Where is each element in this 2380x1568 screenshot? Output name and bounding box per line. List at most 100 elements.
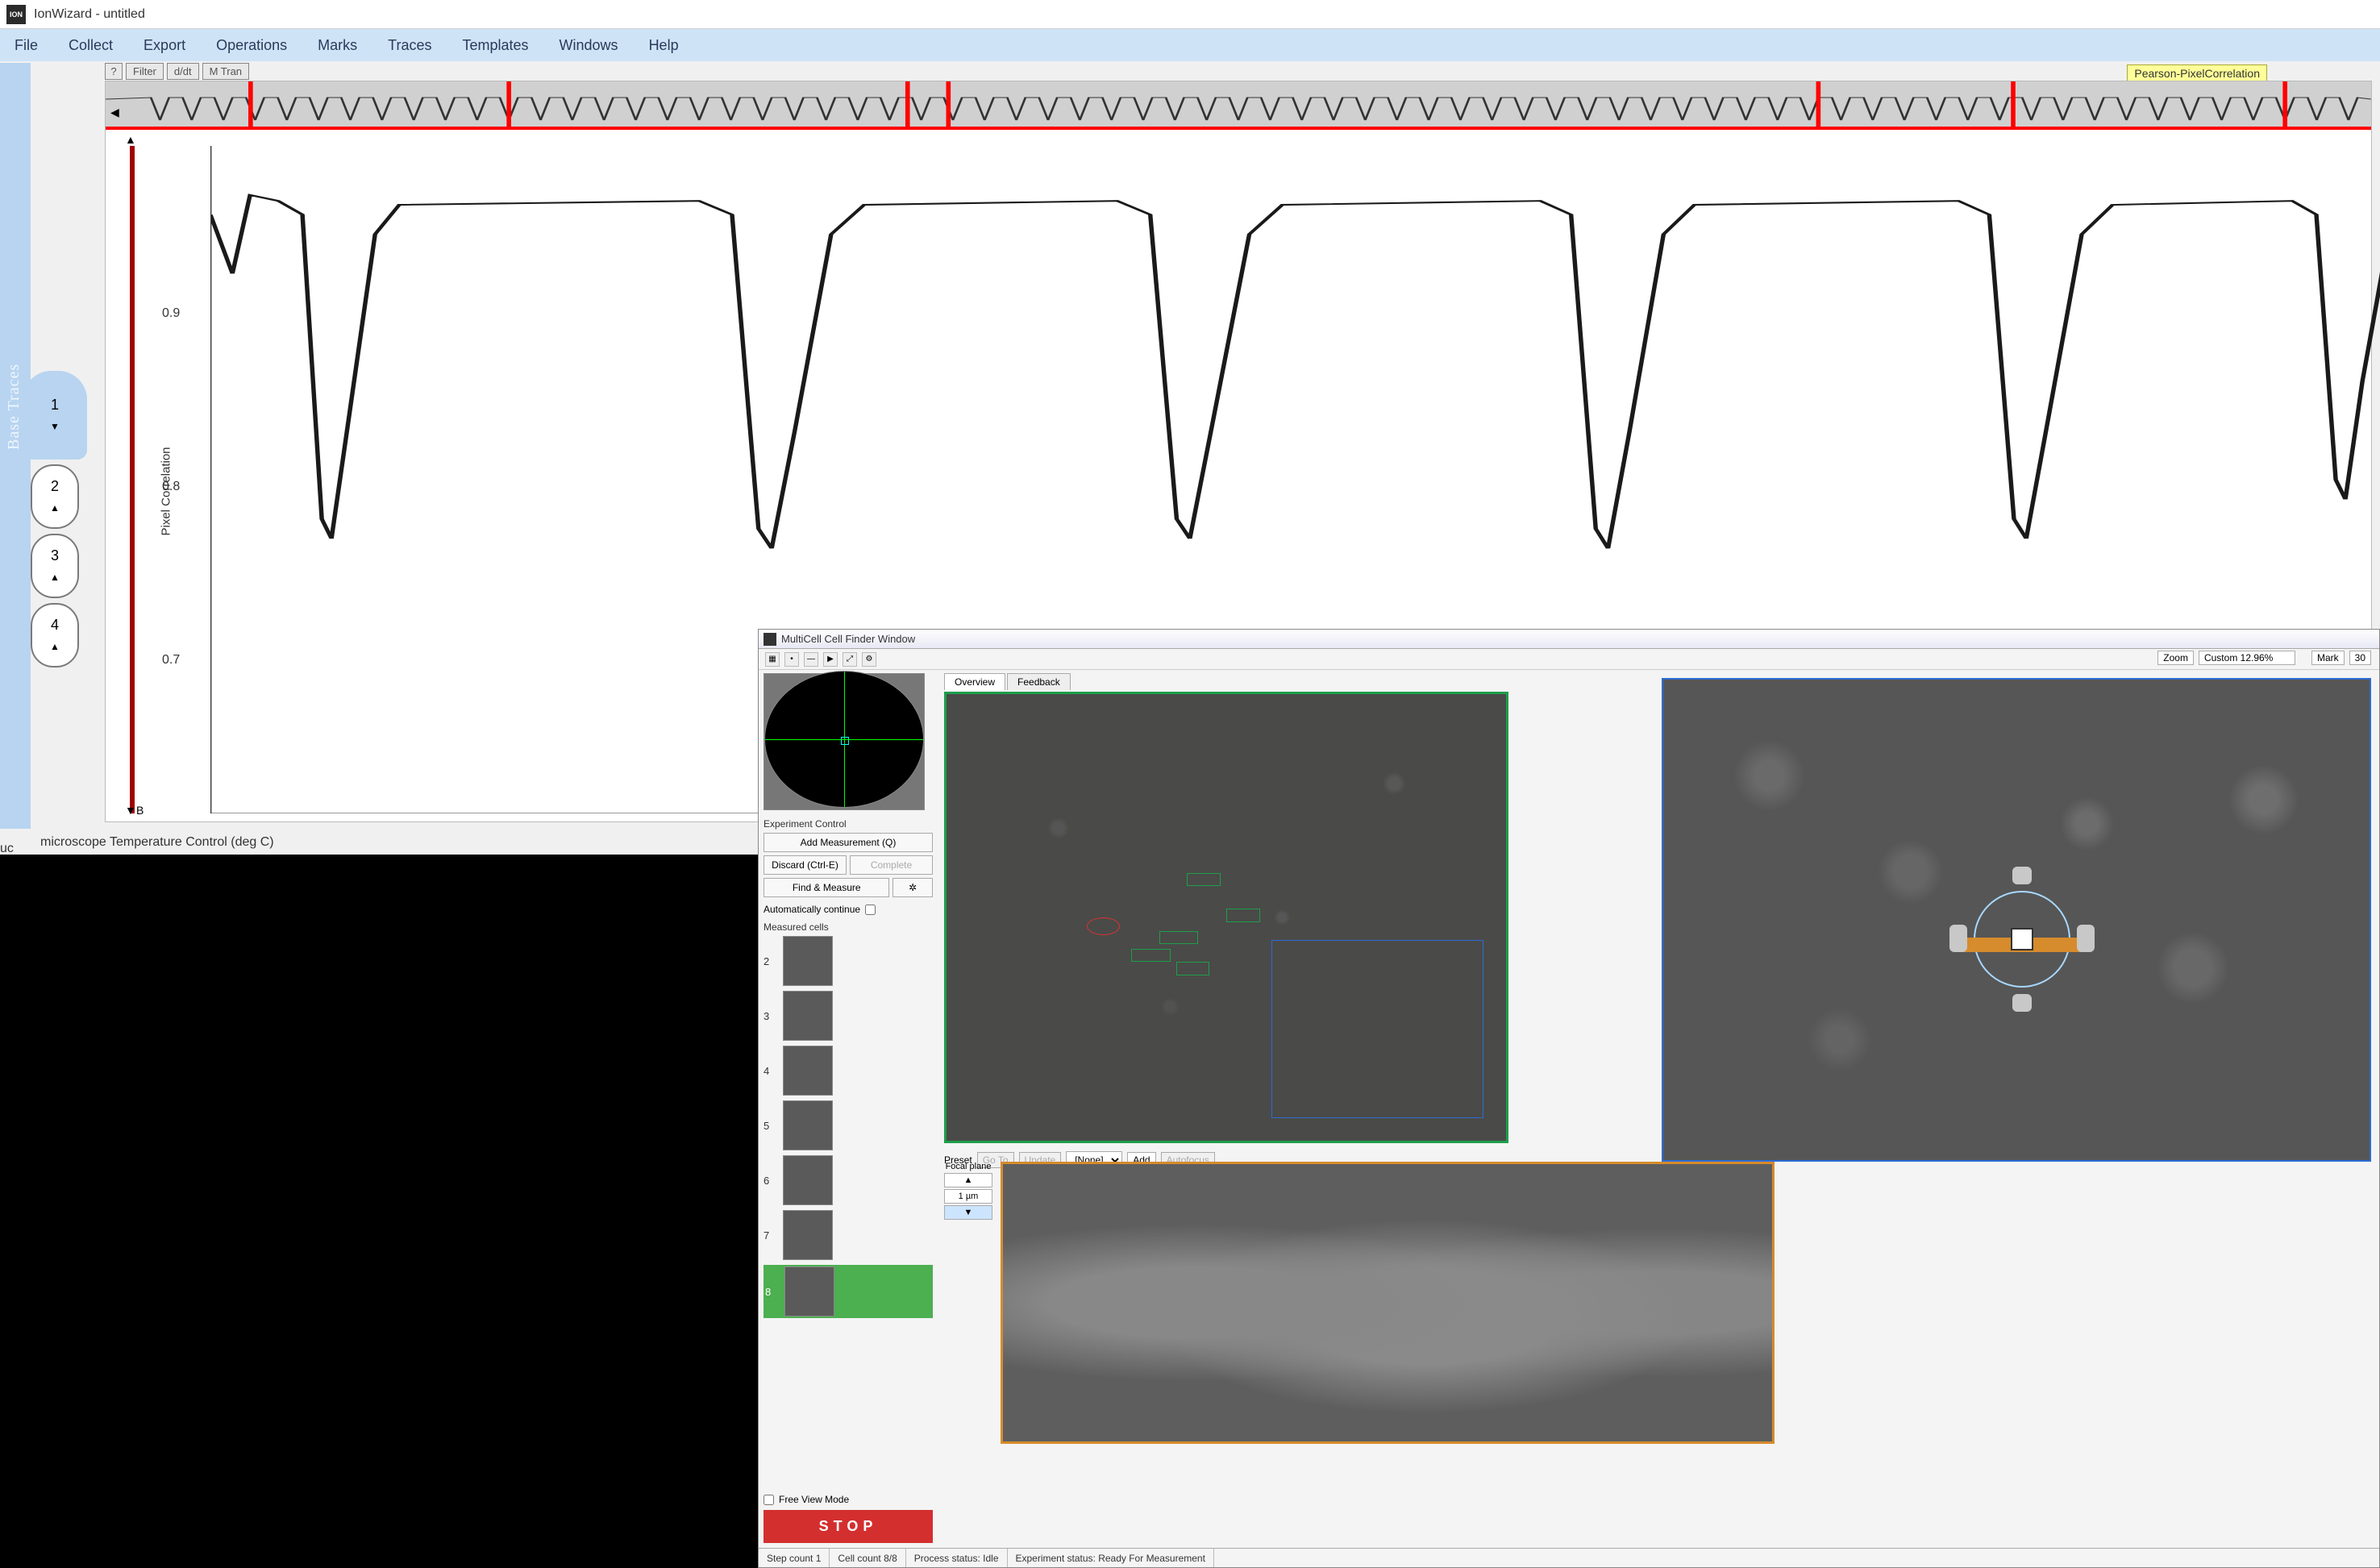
zoom-controls: Zoom Custom 12.96% Mark 30 <box>2157 651 2371 665</box>
cell-item-8[interactable]: 8 <box>764 1265 933 1318</box>
live-image[interactable] <box>1662 678 2371 1162</box>
menu-windows[interactable]: Windows <box>555 34 623 57</box>
cell-item-4[interactable]: 4 <box>764 1046 933 1096</box>
overview-roi-green[interactable] <box>1187 873 1221 887</box>
measured-cells-header: Measured cells <box>764 921 933 933</box>
stage-map-container <box>764 673 925 810</box>
cell-item-7[interactable]: 7 <box>764 1210 933 1260</box>
mc-tool-3[interactable]: — <box>804 652 818 667</box>
menu-help[interactable]: Help <box>644 34 684 57</box>
overview-roi-green[interactable] <box>1226 909 1260 922</box>
focal-up[interactable]: ▲ <box>944 1173 992 1187</box>
status-process: Process status: Idle <box>906 1549 1008 1567</box>
discard-button[interactable]: Discard (Ctrl-E) <box>764 855 847 875</box>
multicell-toolbar: ▦ • — ▶ ⤢ ⚙ <box>759 649 2379 670</box>
find-measure-button[interactable]: Find & Measure <box>764 878 889 897</box>
menu-file[interactable]: File <box>10 34 43 57</box>
multicell-center: Overview Feedback Preset Go To Update [N… <box>944 673 1646 1169</box>
mark-count: 30 <box>2349 651 2371 665</box>
filter-button[interactable]: Filter <box>126 63 164 80</box>
cell-thumb <box>783 1100 833 1150</box>
help-button[interactable]: ? <box>105 63 123 80</box>
y-tick: 0.8 <box>162 480 180 494</box>
multicell-statusbar: Step count 1 Cell count 8/8 Process stat… <box>759 1548 2379 1567</box>
roi-center[interactable] <box>2011 928 2033 950</box>
trace-tab-1[interactable]: 1 <box>23 371 87 460</box>
trace-tabs: 1234 <box>31 371 103 668</box>
focal-label: Focal plane <box>944 1162 992 1171</box>
y-tick: 0.7 <box>162 653 180 668</box>
cell-thumb <box>783 991 833 1041</box>
measured-cells-list: 2345678 <box>764 936 933 1489</box>
focal-down[interactable]: ▼ <box>944 1205 992 1220</box>
status-cell-count: Cell count 8/8 <box>830 1549 905 1567</box>
y-scroll-up-icon[interactable]: ▲ <box>125 133 136 146</box>
menu-marks[interactable]: Marks <box>313 34 362 57</box>
ddt-button[interactable]: d/dt <box>167 63 199 80</box>
mc-tabs: Overview Feedback <box>944 673 1646 690</box>
cell-item-6[interactable]: 6 <box>764 1155 933 1205</box>
roi-handle-right[interactable] <box>2077 925 2095 952</box>
y-ticks: 0.90.80.7 <box>162 146 210 813</box>
mc-tool-5[interactable]: ⤢ <box>843 652 857 667</box>
mc-tool-6[interactable]: ⚙ <box>862 652 876 667</box>
overview-roi-green[interactable] <box>1176 962 1210 975</box>
roi-handle-left[interactable] <box>1949 925 1967 952</box>
tab-feedback[interactable]: Feedback <box>1007 673 1071 690</box>
multicell-title: MultiCell Cell Finder Window <box>781 633 915 645</box>
cell-item-5[interactable]: 5 <box>764 1100 933 1150</box>
y-scroll-b-label: B <box>136 804 144 817</box>
sidebar-label: Base Traces <box>5 364 23 450</box>
y-scroll-down-icon[interactable]: ▼ <box>125 804 136 817</box>
menu-templates[interactable]: Templates <box>457 34 533 57</box>
cell-item-2[interactable]: 2 <box>764 936 933 986</box>
add-measurement-button[interactable]: Add Measurement (Q) <box>764 833 933 852</box>
trace-tab-2[interactable]: 2 <box>31 464 79 529</box>
menu-export[interactable]: Export <box>139 34 190 57</box>
trace-tab-3[interactable]: 3 <box>31 534 79 598</box>
cell-item-3[interactable]: 3 <box>764 991 933 1041</box>
trace-tab-4[interactable]: 4 <box>31 603 79 668</box>
roi-target[interactable] <box>1974 891 2070 988</box>
roi-handle-top[interactable] <box>2012 867 2032 884</box>
overview-strip[interactable]: ◀ <box>106 81 2371 130</box>
title-bar: ION IonWizard - untitled <box>0 0 2380 29</box>
roi-handle-bottom[interactable] <box>2012 994 2032 1012</box>
auto-continue-checkbox[interactable] <box>865 905 876 915</box>
complete-button[interactable]: Complete <box>850 855 933 875</box>
mc-tool-1[interactable]: ▦ <box>765 652 780 667</box>
stop-button[interactable]: STOP <box>764 1510 933 1543</box>
detail-image[interactable] <box>1001 1162 1775 1444</box>
multicell-icon <box>764 633 776 646</box>
menu-traces[interactable]: Traces <box>383 34 436 57</box>
menu-operations[interactable]: Operations <box>211 34 292 57</box>
find-settings-button[interactable]: ✲ <box>892 878 933 897</box>
trace-toolbar: ? Filter d/dt M Tran <box>105 63 249 80</box>
stage-map[interactable] <box>764 671 924 808</box>
overview-roi-green[interactable] <box>1159 931 1199 945</box>
auto-continue-label: Automatically continue <box>764 904 860 915</box>
menu-bar: File Collect Export Operations Marks Tra… <box>0 29 2380 61</box>
overview-roi-blue[interactable] <box>1271 940 1484 1119</box>
status-experiment: Experiment status: Ready For Measurement <box>1008 1549 1214 1567</box>
freeview-label: Free View Mode <box>779 1494 849 1505</box>
stage-marker[interactable] <box>841 737 849 745</box>
app-icon: ION <box>6 5 26 24</box>
multicell-titlebar[interactable]: MultiCell Cell Finder Window <box>759 630 2379 649</box>
mc-tool-4[interactable]: ▶ <box>823 652 838 667</box>
zoom-value[interactable]: Custom 12.96% <box>2199 651 2295 665</box>
freeview-checkbox[interactable] <box>764 1495 774 1505</box>
tab-overview[interactable]: Overview <box>944 673 1005 690</box>
overview-roi-green[interactable] <box>1131 949 1171 963</box>
mark-button[interactable]: Mark <box>2311 651 2345 665</box>
cell-thumb <box>783 1210 833 1260</box>
mc-tool-2[interactable]: • <box>784 652 799 667</box>
menu-collect[interactable]: Collect <box>64 34 118 57</box>
mtran-button[interactable]: M Tran <box>202 63 249 80</box>
focal-value: 1 µm <box>944 1189 992 1204</box>
overview-image[interactable] <box>944 692 1508 1143</box>
focal-plane-controls: Focal plane ▲ 1 µm ▼ <box>944 1162 992 1221</box>
exp-control-header: Experiment Control <box>764 818 933 830</box>
y-scroll-track[interactable] <box>130 146 135 813</box>
overview-roi-red[interactable] <box>1087 917 1121 935</box>
